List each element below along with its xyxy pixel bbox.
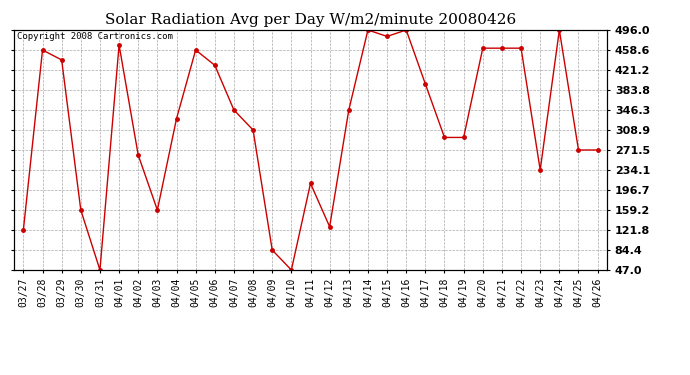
- Title: Solar Radiation Avg per Day W/m2/minute 20080426: Solar Radiation Avg per Day W/m2/minute …: [105, 13, 516, 27]
- Text: Copyright 2008 Cartronics.com: Copyright 2008 Cartronics.com: [17, 32, 172, 41]
